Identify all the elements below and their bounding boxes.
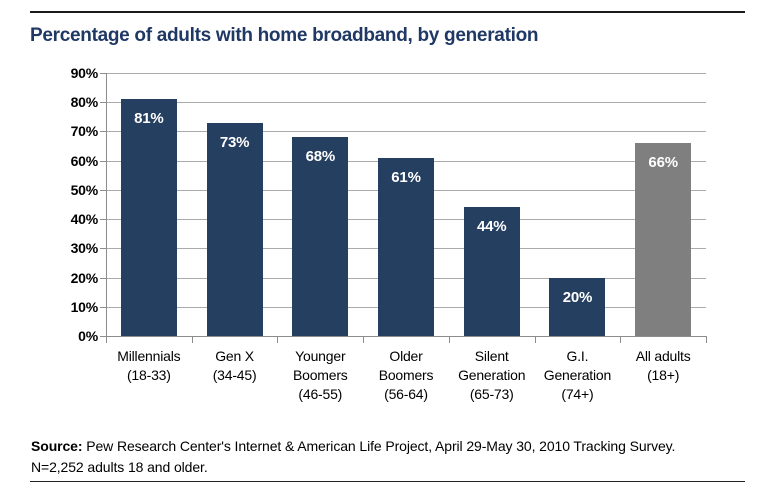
- x-axis-category-label-line: Boomers: [292, 367, 348, 383]
- x-axis-tick: [534, 337, 536, 343]
- x-axis-category-label-line: Gen X: [215, 348, 254, 364]
- bar: 61%: [378, 157, 434, 336]
- x-axis-category-label-line: (65-73): [469, 386, 514, 402]
- bar-value-label: 73%: [219, 133, 250, 151]
- x-axis-category-label: Older Boomers (56-64): [354, 347, 458, 404]
- x-axis-category-label-line: All adults: [635, 348, 691, 364]
- y-axis-tick: [100, 277, 106, 279]
- x-axis-category-label-line: Generation: [543, 367, 612, 383]
- x-axis-category-label-line: (18-33): [126, 367, 171, 383]
- bar-value-label: 20%: [562, 288, 593, 306]
- x-axis-category-label-line: (56-64): [384, 386, 428, 402]
- x-axis-category-label: Millennials (18-33): [97, 347, 201, 385]
- x-axis-category-label-line: Generation: [458, 367, 526, 383]
- y-axis-tick-label: 10%: [70, 298, 99, 315]
- x-axis-tick: [106, 337, 107, 343]
- top-rule: [30, 11, 745, 13]
- y-axis-tick: [100, 131, 106, 133]
- x-axis-category-label-line: (34-45): [212, 367, 257, 383]
- x-axis-category-label: Silent Generation (65-73): [440, 347, 544, 404]
- y-axis-tick: [100, 336, 106, 337]
- x-axis-category-label: Younger Boomers (46-55): [268, 347, 372, 404]
- y-axis-tick: [100, 306, 106, 308]
- bar: 81%: [120, 99, 177, 336]
- x-axis-category-label: Gen X (34-45): [183, 347, 287, 385]
- y-axis-tick-label: 30%: [70, 240, 99, 257]
- bar-value-label: 44%: [476, 218, 507, 236]
- x-axis-category-label-line: (46-55): [298, 386, 343, 402]
- x-axis-category-label-line: Older: [389, 348, 423, 364]
- y-axis-tick-label: 0%: [78, 328, 98, 344]
- y-axis-tick-label: 90%: [70, 65, 99, 81]
- x-axis-category-label-line: Boomers: [378, 367, 434, 383]
- bottom-rule: [30, 481, 745, 482]
- y-axis-line: [106, 73, 107, 337]
- gridline: [106, 131, 706, 133]
- y-axis-tick-label: 50%: [70, 181, 99, 198]
- y-axis-tick: [100, 248, 106, 250]
- x-axis-category-label-line: Silent: [474, 348, 509, 364]
- bar: 68%: [292, 137, 349, 336]
- x-axis-tick: [363, 337, 365, 343]
- bar: 66%: [635, 143, 692, 336]
- bar: 44%: [463, 207, 520, 336]
- x-axis-category-label-line: Millennials: [117, 348, 181, 364]
- x-axis-category-label-line: (74+): [561, 386, 594, 402]
- x-axis-tick: [277, 337, 279, 343]
- x-axis-category-label: G.I. Generation (74+): [525, 347, 629, 404]
- y-axis-tick-label: 40%: [70, 211, 99, 228]
- source-note: Source: Pew Research Center's Internet &…: [31, 436, 731, 478]
- bar-value-label: 81%: [134, 110, 164, 128]
- source-text: Pew Research Center's Internet & America…: [31, 438, 676, 475]
- x-axis-tick: [191, 337, 193, 343]
- bar-value-label: 68%: [305, 148, 336, 166]
- y-axis-tick-label: 80%: [70, 94, 99, 111]
- source-label: Source:: [31, 438, 83, 454]
- x-axis-line: [106, 336, 707, 337]
- bar-chart: 0% 10% 20% 30% 40% 50% 60% 70% 80% 90% 81% 73% 68% 61…: [70, 65, 715, 404]
- x-axis-tick: [706, 337, 707, 343]
- y-axis-tick: [100, 189, 106, 191]
- bar: 73%: [206, 122, 263, 336]
- x-axis-category-label-line: Younger: [295, 348, 346, 364]
- y-axis-tick-label: 20%: [70, 269, 99, 286]
- x-axis-category-label: All adults (18+): [611, 347, 715, 385]
- x-axis-category-label-line: G.I.: [566, 348, 589, 364]
- x-axis-category-label-line: (18+): [647, 367, 680, 383]
- bar-value-label: 61%: [391, 168, 421, 186]
- chart-title: Percentage of adults with home broadband…: [30, 25, 539, 46]
- y-axis-tick: [100, 102, 106, 104]
- y-axis-tick: [100, 160, 106, 162]
- y-axis-tick-label: 60%: [70, 152, 99, 169]
- gridline: [106, 102, 706, 104]
- y-axis-tick-label: 70%: [70, 123, 99, 140]
- bar: 20%: [549, 277, 606, 336]
- y-axis-tick: [100, 73, 106, 74]
- y-axis-tick: [100, 219, 106, 221]
- x-axis-tick: [620, 337, 622, 343]
- x-axis-tick: [448, 337, 450, 343]
- gridline: [106, 73, 706, 74]
- bar-value-label: 66%: [648, 154, 678, 172]
